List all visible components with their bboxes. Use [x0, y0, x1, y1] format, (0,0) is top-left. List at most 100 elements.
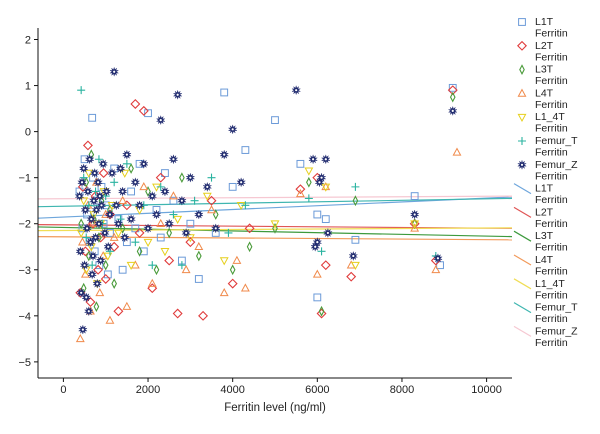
x-tick-label: 8000 [390, 384, 414, 396]
point-l1t [271, 116, 279, 125]
point-femur-z-center [92, 199, 95, 202]
point-l3t [136, 245, 143, 257]
point-l1t [88, 113, 97, 122]
y-axis-ticks: 2 1 0 −1 −2 −3 −4 −5 [18, 35, 38, 369]
point-femur-z-center [113, 70, 116, 73]
point-l1t [220, 88, 229, 97]
point-femur-z-center [78, 194, 81, 198]
legend-symbol [517, 88, 527, 97]
point-femur-z-center [79, 250, 82, 253]
point-femur-z-center [87, 310, 90, 313]
point-femur-t [207, 173, 216, 182]
point-l1-4t [89, 211, 99, 220]
point-l1t [313, 210, 322, 219]
x-tick-label: 2000 [136, 384, 160, 396]
legend-label: Femur_Z [535, 159, 578, 171]
point-l4t [232, 255, 242, 264]
point-l3t [102, 259, 109, 271]
point-femur-z-center [185, 231, 188, 235]
y-tick-label: −3 [18, 265, 31, 277]
legend-sublabel: Ferritin [535, 28, 568, 40]
point-l1t [321, 215, 330, 224]
legend-sublabel: Ferritin [535, 123, 568, 135]
legend-symbol-center [520, 163, 524, 166]
fit-line-segment [37, 196, 513, 219]
point-l2t [227, 278, 238, 289]
legend-label: L2T [535, 40, 554, 52]
point-l1t [139, 247, 148, 256]
legend-sublabel: Ferritin [535, 51, 568, 63]
point-femur-t [148, 261, 157, 270]
legend-line-symbol [513, 278, 532, 290]
point-femur-z-center [172, 158, 175, 161]
point-l4t [452, 147, 462, 156]
fit-line-l4t [37, 236, 513, 241]
point-l4t [431, 264, 441, 274]
point-femur-t [190, 196, 199, 205]
point-l1-4t [113, 229, 123, 238]
point-femur-z-center [311, 158, 315, 161]
point-l2t [85, 297, 96, 307]
legend: L1TFerritinL2TFerritinL3TFerritinL4TFerr… [513, 16, 578, 349]
legend-symbol [518, 137, 526, 145]
point-femur-z-center [314, 245, 317, 248]
point-femur-z-center [83, 264, 86, 267]
point-femur-z-center [90, 218, 93, 221]
point-femur-t [317, 247, 326, 256]
point-femur-z-center [82, 167, 85, 170]
point-l2t [198, 310, 209, 321]
point-l1t [410, 192, 419, 200]
point-femur-t [91, 187, 100, 196]
fit-line-l1t [37, 196, 513, 219]
point-l1t [241, 146, 250, 154]
point-l1-4t [160, 248, 170, 257]
point-l4t [181, 264, 191, 274]
y-tick-label: −4 [18, 311, 31, 323]
legend-label: L1T [535, 16, 554, 28]
point-femur-z-center [214, 227, 217, 230]
point-femur-z-center [119, 167, 122, 170]
fit-line-segment [37, 195, 513, 200]
legend-line-symbol [513, 183, 532, 195]
point-femur-z-center [206, 185, 209, 188]
point-femur-z-center [96, 181, 100, 184]
point-l4t [105, 315, 115, 324]
legend-label: L4T [535, 87, 554, 99]
point-l2t [82, 140, 93, 151]
axes: 0 2000 4000 6000 8000 10000 2 1 0 −1 −2 −3 −4 −5 Fer… [18, 28, 512, 414]
point-l3t [153, 264, 160, 276]
point-femur-t [156, 182, 165, 191]
point-l2t [346, 271, 357, 282]
point-femur-z-center [81, 328, 84, 331]
point-femur-z-center [115, 204, 118, 207]
point-l1t [436, 261, 444, 270]
point-l3t [229, 264, 236, 276]
point-l3t [111, 278, 117, 289]
point-l1-4t [270, 220, 280, 229]
legend-label: L4T [535, 254, 554, 266]
point-femur-t [84, 201, 93, 210]
point-femur-z-center [110, 171, 114, 175]
point-femur-z-center [413, 213, 416, 216]
y-tick-label: −2 [18, 219, 31, 231]
point-l2t [295, 184, 306, 195]
point-l1-4t [321, 183, 331, 192]
legend-symbol [518, 18, 526, 26]
point-femur-z-center [84, 208, 87, 212]
point-femur-z-center [352, 254, 355, 258]
point-l3t [246, 241, 253, 253]
point-femur-t [131, 238, 140, 247]
point-l4t [118, 195, 128, 204]
y-tick-label: 2 [25, 35, 31, 47]
point-femur-t [88, 261, 97, 270]
x-axis-ticks: 0 2000 4000 6000 8000 10000 [60, 378, 502, 396]
point-l2t [134, 227, 145, 238]
point-l1-4t [120, 169, 130, 178]
point-l2t [185, 237, 196, 248]
legend-label: Femur_T [535, 135, 578, 147]
x-tick-label: 10000 [471, 384, 502, 396]
